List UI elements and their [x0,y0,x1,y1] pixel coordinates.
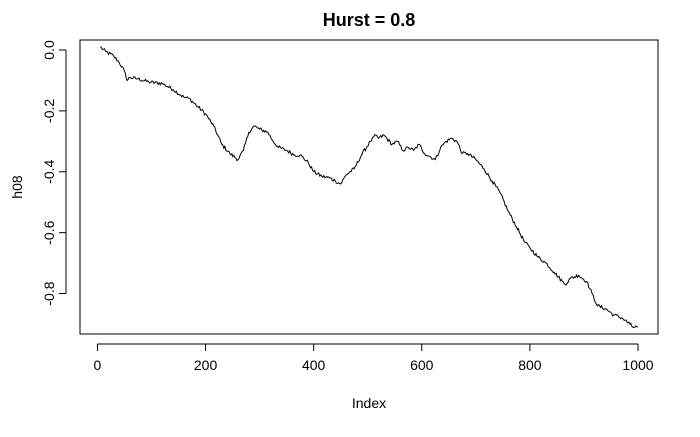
y-tick-label: -0.2 [41,99,57,123]
plot-frame [79,39,659,335]
x-axis-label: Index [352,395,386,411]
x-tick-label: 0 [94,357,102,373]
x-axis: 0 200 400 600 800 1000 [94,343,654,373]
y-axis-label: h08 [9,175,25,199]
x-tick-label: 600 [410,357,434,373]
x-tick-label: 400 [302,357,326,373]
series-line [100,46,639,328]
y-tick-label: -0.4 [41,160,57,184]
x-tick-label: 200 [194,357,218,373]
y-axis: 0.0 -0.2 -0.4 -0.6 -0.8 [41,40,67,306]
x-tick-label: 800 [518,357,542,373]
y-tick-label: 0.0 [41,40,57,60]
y-tick-label: -0.6 [41,220,57,244]
x-tick-label: 1000 [622,357,653,373]
y-tick-label: -0.8 [41,281,57,305]
chart-title: Hurst = 0.8 [323,10,416,30]
